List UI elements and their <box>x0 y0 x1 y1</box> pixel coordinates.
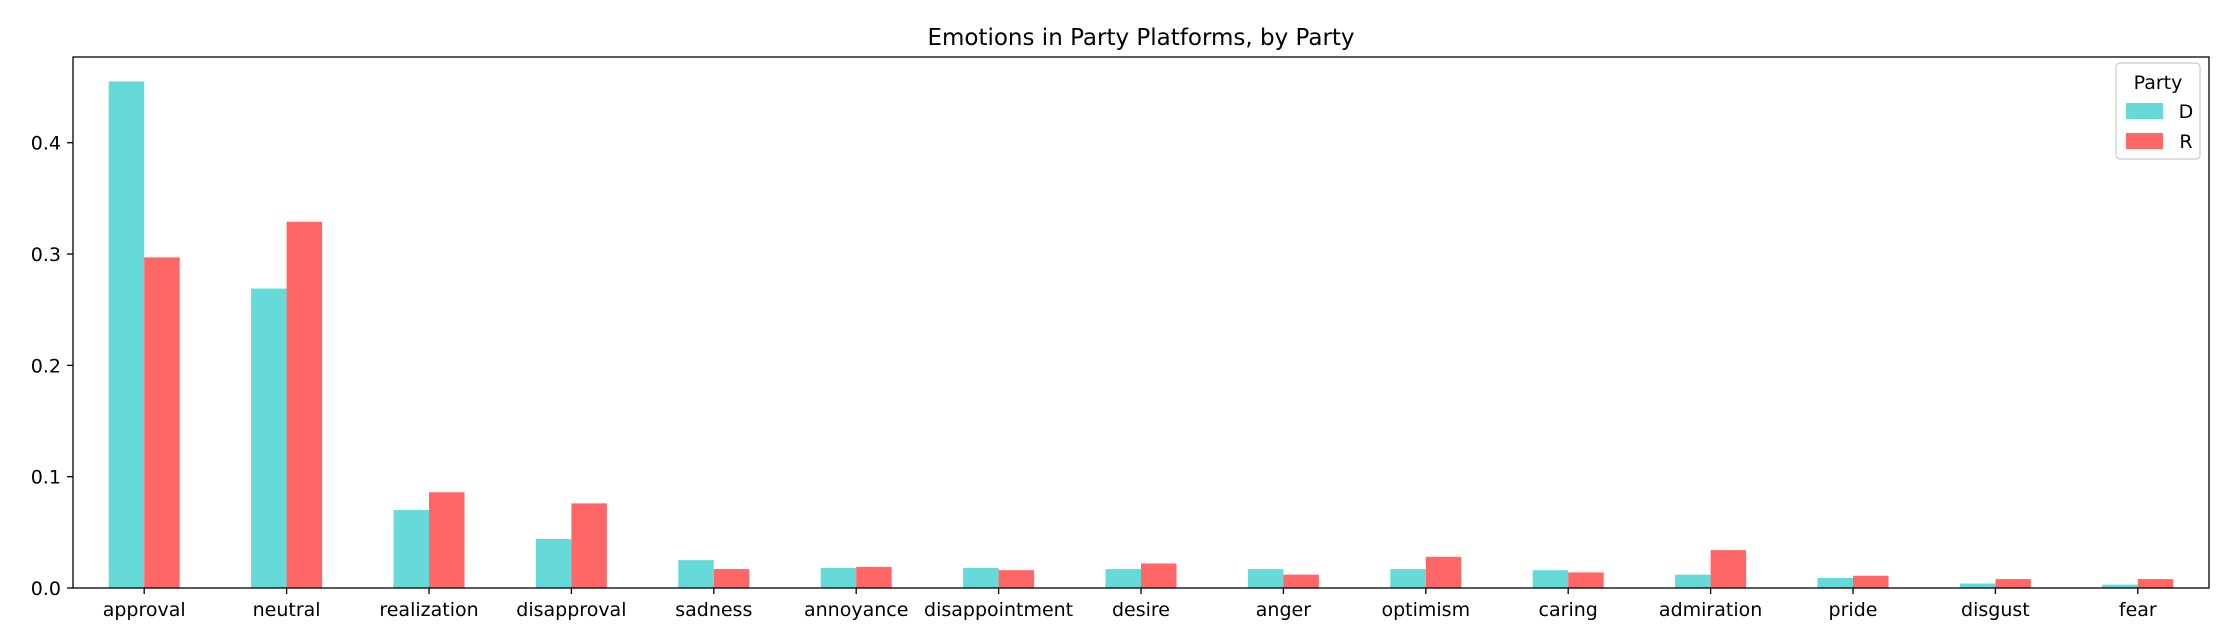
legend-swatch-D <box>2126 103 2163 119</box>
bar-R-approval <box>144 257 180 588</box>
bar-D-admiration <box>1675 574 1711 588</box>
bar-R-sadness <box>713 569 750 588</box>
legend-label-D: D <box>2179 101 2194 123</box>
bar-R-optimism <box>1425 556 1462 588</box>
x-tick-label: optimism <box>1381 599 1470 621</box>
x-tick-label: disapproval <box>516 599 626 621</box>
bar-R-desire <box>1141 563 1177 588</box>
bar-D-optimism <box>1390 569 1426 588</box>
bar-R-anger <box>1283 574 1319 588</box>
bar-R-disgust <box>1995 579 2031 588</box>
y-tick-label: 0.0 <box>31 578 61 600</box>
bar-R-caring <box>1568 572 1604 588</box>
x-tick-label: annoyance <box>804 599 908 621</box>
bar-D-realization <box>393 510 429 588</box>
bar-D-disapproval <box>535 539 572 588</box>
bar-D-desire <box>1105 569 1141 588</box>
bar-D-sadness <box>678 560 714 588</box>
bar-R-fear <box>2137 579 2174 588</box>
chart-title: Emotions in Party Platforms, by Party <box>927 25 1354 51</box>
bar-D-anger <box>1247 569 1284 588</box>
legend-swatch-R <box>2126 133 2163 149</box>
y-tick-label: 0.2 <box>31 355 61 377</box>
bar-R-realization <box>429 492 465 588</box>
bar-R-annoyance <box>856 566 892 588</box>
bar-R-neutral <box>286 221 323 589</box>
bar-D-disgust <box>1959 583 1996 588</box>
x-tick-label: sadness <box>675 599 752 621</box>
bars-layer <box>108 81 2174 589</box>
x-tick-label: admiration <box>1659 599 1762 621</box>
x-tick-label: desire <box>1112 599 1170 621</box>
bar-D-disappointment <box>963 567 999 588</box>
bar-D-neutral <box>251 288 287 588</box>
x-tick-label: realization <box>379 599 478 621</box>
bar-D-pride <box>1817 577 1853 588</box>
x-tick-label: disgust <box>1961 599 2030 621</box>
x-tick-label: fear <box>2119 599 2157 621</box>
bar-R-disapproval <box>571 503 607 588</box>
bar-D-caring <box>1532 570 1569 588</box>
bar-R-admiration <box>1710 550 1747 588</box>
y-tick-label: 0.1 <box>31 467 61 489</box>
bar-D-fear <box>2102 584 2138 588</box>
x-tick-label: disappointment <box>924 599 1073 621</box>
x-tick-label: pride <box>1829 599 1878 621</box>
bar-R-disappointment <box>998 570 1035 588</box>
x-tick-label: caring <box>1539 599 1598 621</box>
bar-R-pride <box>1853 575 1889 588</box>
legend-title: Party <box>2134 72 2183 94</box>
y-tick-label: 0.3 <box>31 244 61 266</box>
x-tick-label: anger <box>1256 599 1311 621</box>
plot-frame <box>72 56 2210 589</box>
x-tick-label: neutral <box>253 599 321 621</box>
axes-layer: 0.0 0.1 0.2 0.3 0.4 approval neutral realizatio… <box>31 56 2210 621</box>
y-tick-label: 0.4 <box>31 133 61 155</box>
x-tick-label: approval <box>103 599 186 621</box>
legend-label-R: R <box>2179 131 2192 153</box>
legend: Party DR <box>2115 62 2201 160</box>
bar-D-annoyance <box>820 567 857 588</box>
bar-D-approval <box>108 81 145 588</box>
